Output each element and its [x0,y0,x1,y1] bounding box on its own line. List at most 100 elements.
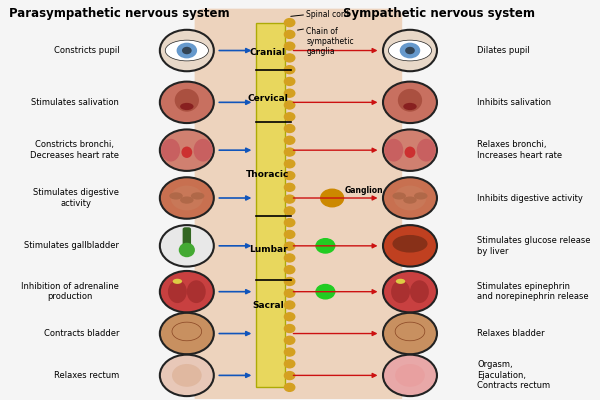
Ellipse shape [187,280,206,303]
Ellipse shape [168,280,187,303]
Circle shape [284,219,295,227]
Circle shape [284,183,295,191]
Circle shape [284,160,295,168]
Ellipse shape [165,40,208,61]
Circle shape [284,313,295,321]
Text: Spinal cord: Spinal cord [306,10,349,19]
Ellipse shape [395,322,425,341]
Text: Chain of
sympathetic
ganglia: Chain of sympathetic ganglia [306,27,354,56]
Text: Cervical: Cervical [248,94,289,103]
Circle shape [182,47,191,54]
Circle shape [284,101,295,109]
Circle shape [160,30,214,71]
Circle shape [383,355,437,396]
Text: Sacral: Sacral [252,301,284,310]
FancyBboxPatch shape [194,9,402,400]
Text: Stimulates digestive
activity: Stimulates digestive activity [34,188,119,208]
Ellipse shape [175,89,199,112]
Circle shape [284,78,295,86]
Circle shape [160,355,214,396]
Text: Orgasm,
Ejaculation,
Contracts rectum: Orgasm, Ejaculation, Contracts rectum [478,360,551,390]
Ellipse shape [180,196,194,204]
Circle shape [284,89,295,97]
Ellipse shape [179,243,195,257]
Circle shape [284,172,295,180]
Text: Contracts bladder: Contracts bladder [44,329,119,338]
Circle shape [284,266,295,274]
Ellipse shape [161,139,180,162]
Ellipse shape [388,40,431,61]
Ellipse shape [194,139,212,162]
Circle shape [316,239,335,253]
Circle shape [284,113,295,121]
Circle shape [284,230,295,238]
Text: Constricts pupil: Constricts pupil [54,46,119,55]
Text: Constricts bronchi,
Decreases heart rate: Constricts bronchi, Decreases heart rate [31,140,119,160]
FancyBboxPatch shape [182,227,191,250]
Circle shape [284,30,295,38]
Circle shape [284,136,295,144]
Text: Cranial: Cranial [250,48,286,57]
Circle shape [160,130,214,171]
Circle shape [316,284,335,299]
Circle shape [383,313,437,354]
Text: Inhibits digestive activity: Inhibits digestive activity [478,194,583,202]
Circle shape [284,336,295,344]
Circle shape [160,271,214,312]
Text: Inhibits salivation: Inhibits salivation [478,98,551,107]
Circle shape [160,177,214,219]
Text: Inhibition of adrenaline
production: Inhibition of adrenaline production [22,282,119,301]
Ellipse shape [170,186,203,210]
Circle shape [284,372,295,380]
Ellipse shape [173,279,182,284]
Circle shape [284,42,295,50]
Circle shape [160,82,214,123]
Circle shape [284,383,295,391]
Ellipse shape [172,364,202,387]
Text: Dilates pupil: Dilates pupil [478,46,530,55]
Text: Thoracic: Thoracic [247,170,290,178]
Circle shape [284,289,295,297]
Circle shape [383,130,437,171]
Circle shape [284,54,295,62]
Circle shape [284,148,295,156]
Text: Sympathetic nervous system: Sympathetic nervous system [343,7,535,20]
Text: Lumbar: Lumbar [249,245,287,254]
Ellipse shape [191,192,205,200]
Circle shape [284,324,295,332]
Circle shape [284,348,295,356]
Ellipse shape [398,89,422,112]
Circle shape [176,43,197,58]
FancyBboxPatch shape [256,23,286,387]
Circle shape [284,301,295,309]
Circle shape [284,124,295,132]
Circle shape [400,43,420,58]
Ellipse shape [385,139,403,162]
Ellipse shape [395,364,425,387]
Ellipse shape [169,192,183,200]
Ellipse shape [391,280,410,303]
Ellipse shape [392,235,428,252]
Ellipse shape [404,146,415,158]
Text: Relaxes bladder: Relaxes bladder [478,329,545,338]
Ellipse shape [403,196,417,204]
Ellipse shape [414,192,428,200]
Circle shape [321,189,344,207]
Ellipse shape [392,192,406,200]
Circle shape [284,66,295,74]
Text: Stimulates epinephrin
and norepinephrin release: Stimulates epinephrin and norepinephrin … [478,282,589,301]
Ellipse shape [180,103,194,110]
Ellipse shape [172,322,202,341]
Circle shape [405,47,415,54]
Text: Stimulates glucose release
by liver: Stimulates glucose release by liver [478,236,591,256]
Ellipse shape [394,186,426,210]
Ellipse shape [410,280,429,303]
Circle shape [284,278,295,286]
Text: Relaxes bronchi,
Increases heart rate: Relaxes bronchi, Increases heart rate [478,140,563,160]
Circle shape [284,207,295,215]
Circle shape [284,242,295,250]
Circle shape [160,225,214,266]
Circle shape [284,254,295,262]
Ellipse shape [181,146,192,158]
Circle shape [284,19,295,27]
